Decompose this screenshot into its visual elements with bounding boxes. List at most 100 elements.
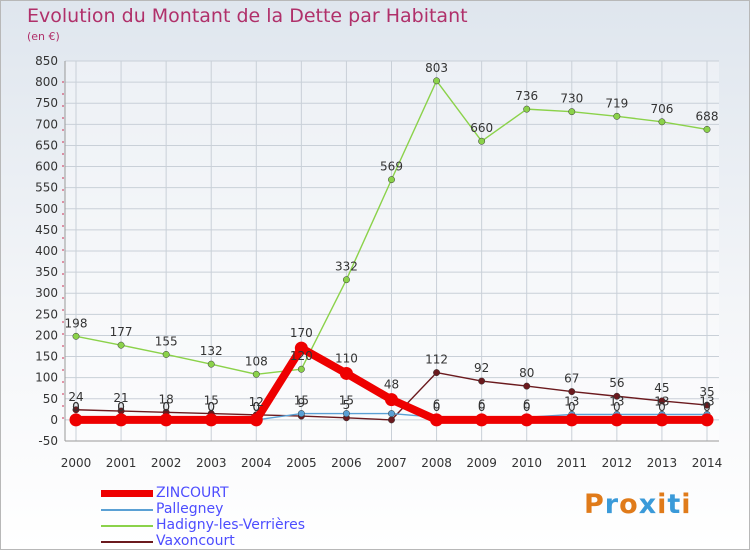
data-point-hadigny-les-verri-res [342, 276, 350, 284]
data-point-vaxoncourt [613, 392, 621, 400]
y-tick-label: 350 [35, 265, 58, 279]
data-label-hadigny-les-verri-res: 719 [605, 96, 628, 110]
logo-letter: r [604, 489, 620, 520]
y-tick-label: 850 [35, 54, 58, 68]
data-point-hadigny-les-verri-res [388, 176, 395, 184]
data-point-vaxoncourt [568, 388, 576, 396]
y-tick-label: 100 [35, 371, 58, 385]
data-point-zincourt [520, 413, 534, 427]
data-label-pallegney: 15 [294, 394, 309, 408]
data-point-zincourt [249, 413, 263, 427]
x-tick-label: 2003 [196, 456, 227, 470]
legend-label-vaxoncourt: Vaxoncourt [156, 533, 235, 549]
data-point-hadigny-les-verri-res [478, 137, 486, 145]
y-tick-label: 800 [35, 75, 58, 89]
data-label-pallegney: 13 [654, 394, 669, 408]
data-point-hadigny-les-verri-res [297, 365, 305, 373]
x-tick-label: 2013 [647, 456, 678, 470]
data-label-vaxoncourt: 67 [564, 372, 579, 386]
proxiti-logo: Proxiti [584, 489, 692, 520]
data-point-hadigny-les-verri-res [162, 350, 170, 358]
x-tick-label: 2014 [692, 456, 723, 470]
data-point-zincourt [475, 413, 489, 427]
data-label-pallegney: 6 [523, 397, 531, 411]
data-point-vaxoncourt [72, 406, 80, 414]
data-point-hadigny-les-verri-res [658, 118, 666, 126]
x-tick-label: 2012 [602, 456, 633, 470]
x-tick-label: 2011 [557, 456, 588, 470]
data-label-hadigny-les-verri-res: 177 [110, 325, 133, 339]
legend-swatch-zincourt [101, 490, 153, 497]
x-tick-label: 2005 [286, 456, 317, 470]
data-point-zincourt [565, 413, 579, 427]
data-label-vaxoncourt: 9 [298, 396, 306, 410]
data-label-hadigny-les-verri-res: 688 [696, 109, 719, 123]
data-label-hadigny-les-verri-res: 706 [650, 102, 673, 116]
data-point-hadigny-les-verri-res [568, 108, 576, 116]
data-label-zincourt: 0 [117, 400, 125, 414]
data-label-zincourt: 0 [162, 400, 170, 414]
y-tick-label: 750 [35, 96, 58, 110]
logo-letter: o [619, 489, 639, 520]
data-label-hadigny-les-verri-res: 569 [380, 160, 403, 174]
data-point-hadigny-les-verri-res [433, 77, 441, 85]
data-label-pallegney: 0 [117, 400, 125, 414]
y-tick-label: 400 [35, 244, 58, 258]
data-label-pallegney: 13 [609, 394, 624, 408]
y-tick-label: -50 [38, 434, 58, 448]
data-label-pallegney: 0 [252, 400, 260, 414]
x-tick-label: 2002 [151, 456, 182, 470]
data-label-zincourt: 110 [335, 351, 358, 365]
data-label-hadigny-les-verri-res: 332 [335, 260, 358, 274]
data-point-pallegney [388, 410, 395, 418]
data-label-pallegney: 13 [699, 394, 714, 408]
data-label-hadigny-les-verri-res: 198 [65, 316, 88, 330]
data-label-zincourt: 0 [433, 400, 441, 414]
unit-label: (en €) [27, 30, 60, 43]
legend-label-pallegney: Pallegney [156, 501, 224, 517]
x-tick-label: 2010 [511, 456, 542, 470]
legend-label-hadigny: Hadigny-les-Verrières [156, 517, 305, 533]
data-label-hadigny-les-verri-res: 132 [200, 344, 223, 358]
logo-letter: t [667, 489, 682, 520]
x-tick-label: 2008 [421, 456, 452, 470]
data-label-zincourt: 0 [703, 400, 711, 414]
data-label-zincourt: 0 [207, 400, 215, 414]
data-point-zincourt [655, 413, 669, 427]
data-label-vaxoncourt: 12 [249, 395, 264, 409]
data-label-zincourt: 170 [290, 326, 313, 340]
data-point-vaxoncourt [523, 382, 531, 390]
data-point-pallegney [342, 410, 350, 418]
data-point-hadigny-les-verri-res [207, 360, 215, 368]
data-point-vaxoncourt [658, 397, 666, 405]
data-point-vaxoncourt [388, 416, 395, 424]
logo-letter: i [681, 489, 692, 520]
legend-label-zincourt: ZINCOURT [156, 485, 229, 501]
data-label-zincourt: 0 [523, 400, 531, 414]
data-label-hadigny-les-verri-res: 660 [470, 121, 493, 135]
y-tick-label: 600 [35, 160, 58, 174]
data-label-zincourt: 0 [72, 400, 80, 414]
data-point-zincourt [204, 413, 218, 427]
data-label-pallegney: 6 [433, 397, 441, 411]
data-label-vaxoncourt: 15 [204, 394, 219, 408]
data-label-hadigny-les-verri-res: 155 [155, 334, 178, 348]
y-tick-label: 200 [35, 328, 58, 342]
data-label-pallegney: 0 [207, 400, 215, 414]
data-label-hadigny-les-verri-res: 108 [245, 354, 268, 368]
y-tick-label: 650 [35, 138, 58, 152]
data-label-zincourt: 0 [613, 400, 621, 414]
data-label-vaxoncourt: 92 [474, 361, 489, 375]
y-tick-label: 300 [35, 286, 58, 300]
data-point-vaxoncourt [433, 369, 441, 377]
data-label-hadigny-les-verri-res: 730 [560, 92, 583, 106]
y-tick-label: 250 [35, 307, 58, 321]
data-label-zincourt: 0 [478, 400, 486, 414]
y-tick-label: 550 [35, 181, 58, 195]
logo-letter: P [584, 489, 605, 520]
x-tick-label: 2006 [331, 456, 362, 470]
x-tick-label: 2001 [106, 456, 137, 470]
data-point-vaxoncourt [478, 377, 486, 385]
